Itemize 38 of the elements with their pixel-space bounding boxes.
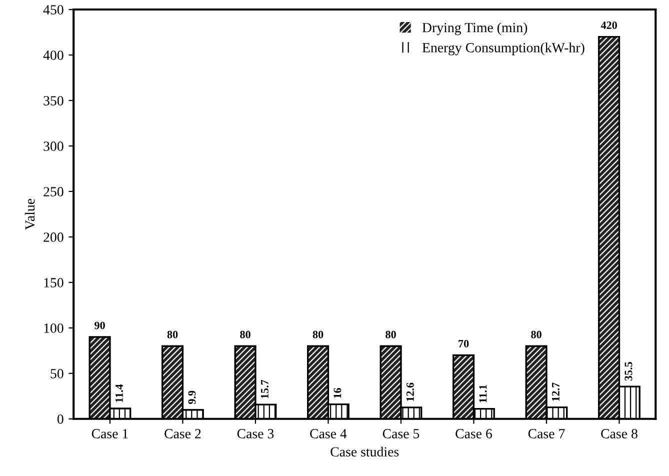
data-label: 12.6: [406, 382, 414, 401]
y-tick-label: 450: [43, 5, 64, 14]
data-label: 16: [334, 388, 342, 398]
x-tick-label: Case 2: [164, 429, 201, 438]
y-tick-label: 100: [44, 323, 64, 333]
y-tick-label: 250: [44, 187, 64, 196]
x-tick-label: Case 1: [92, 429, 128, 438]
data-label: 15.7: [260, 380, 268, 398]
x-tick-label: Case 6: [456, 429, 492, 438]
data-label: 80: [386, 330, 396, 338]
y-axis-title: Value: [24, 198, 35, 230]
data-label: 35.5: [624, 362, 632, 381]
x-tick-label: Case 4: [310, 429, 347, 438]
data-label: 90: [94, 322, 105, 330]
y-tick-label: 300: [44, 142, 64, 151]
y-tick-label: 50: [50, 368, 64, 378]
x-tick-label: Case 7: [528, 429, 565, 438]
legend-label: Energy Consumption(kW-hr): [422, 42, 584, 56]
data-label: 80: [167, 330, 178, 338]
y-tick-label: 200: [44, 232, 64, 242]
data-label: 11.1: [479, 384, 487, 402]
x-tick-label: Case 8: [601, 429, 638, 438]
y-tick-label: 350: [44, 96, 64, 106]
data-label: 80: [240, 330, 250, 338]
data-label: 11.4: [115, 384, 123, 402]
data-label: 80: [312, 330, 324, 338]
x-tick-label: Case 5: [382, 429, 420, 438]
x-axis-title: Case studies: [330, 446, 399, 457]
data-label: 12.7: [552, 382, 560, 401]
data-label: 80: [531, 330, 542, 338]
data-label: 70: [458, 340, 469, 348]
x-tick-label: Case 3: [237, 429, 274, 438]
data-label: 9.9: [188, 390, 196, 404]
legend-label: Drying Time (min): [422, 22, 528, 36]
y-tick-label: 0: [57, 414, 64, 424]
data-label: 420: [600, 22, 617, 29]
y-tick-label: 150: [44, 278, 64, 288]
y-tick-label: 400: [43, 50, 64, 60]
